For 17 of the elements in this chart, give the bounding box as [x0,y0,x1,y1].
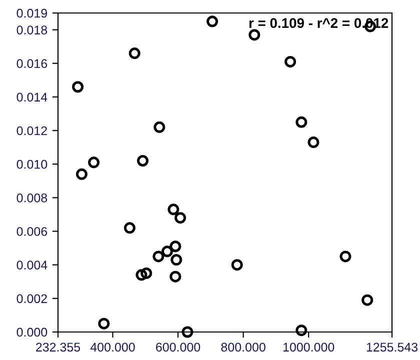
x-tick-label: 600.000 [156,342,200,352]
x-tick-label: 1255.543 [366,342,418,352]
y-tick-label: 0.004 [16,260,48,270]
y-tick-label: 0.006 [16,227,48,236]
x-tick-label: 1000.000 [283,342,334,352]
y-tick-label: 0.012 [16,126,47,136]
y-tick-label: 0.019 [16,8,47,18]
x-tick-label: 400.000 [90,342,135,352]
x-tick-label: 232.355 [36,342,80,352]
y-tick-label: 0.002 [16,294,47,304]
y-tick-label: 0.008 [16,193,48,202]
y-tick-label: 0.010 [16,160,48,169]
y-tick-label: 0.014 [16,92,48,102]
y-tick-label: 0.016 [16,59,48,68]
y-tick-label: 0.018 [16,26,48,34]
x-tick-label: 800.000 [221,342,266,352]
y-tick-label: 0.000 [16,328,48,337]
